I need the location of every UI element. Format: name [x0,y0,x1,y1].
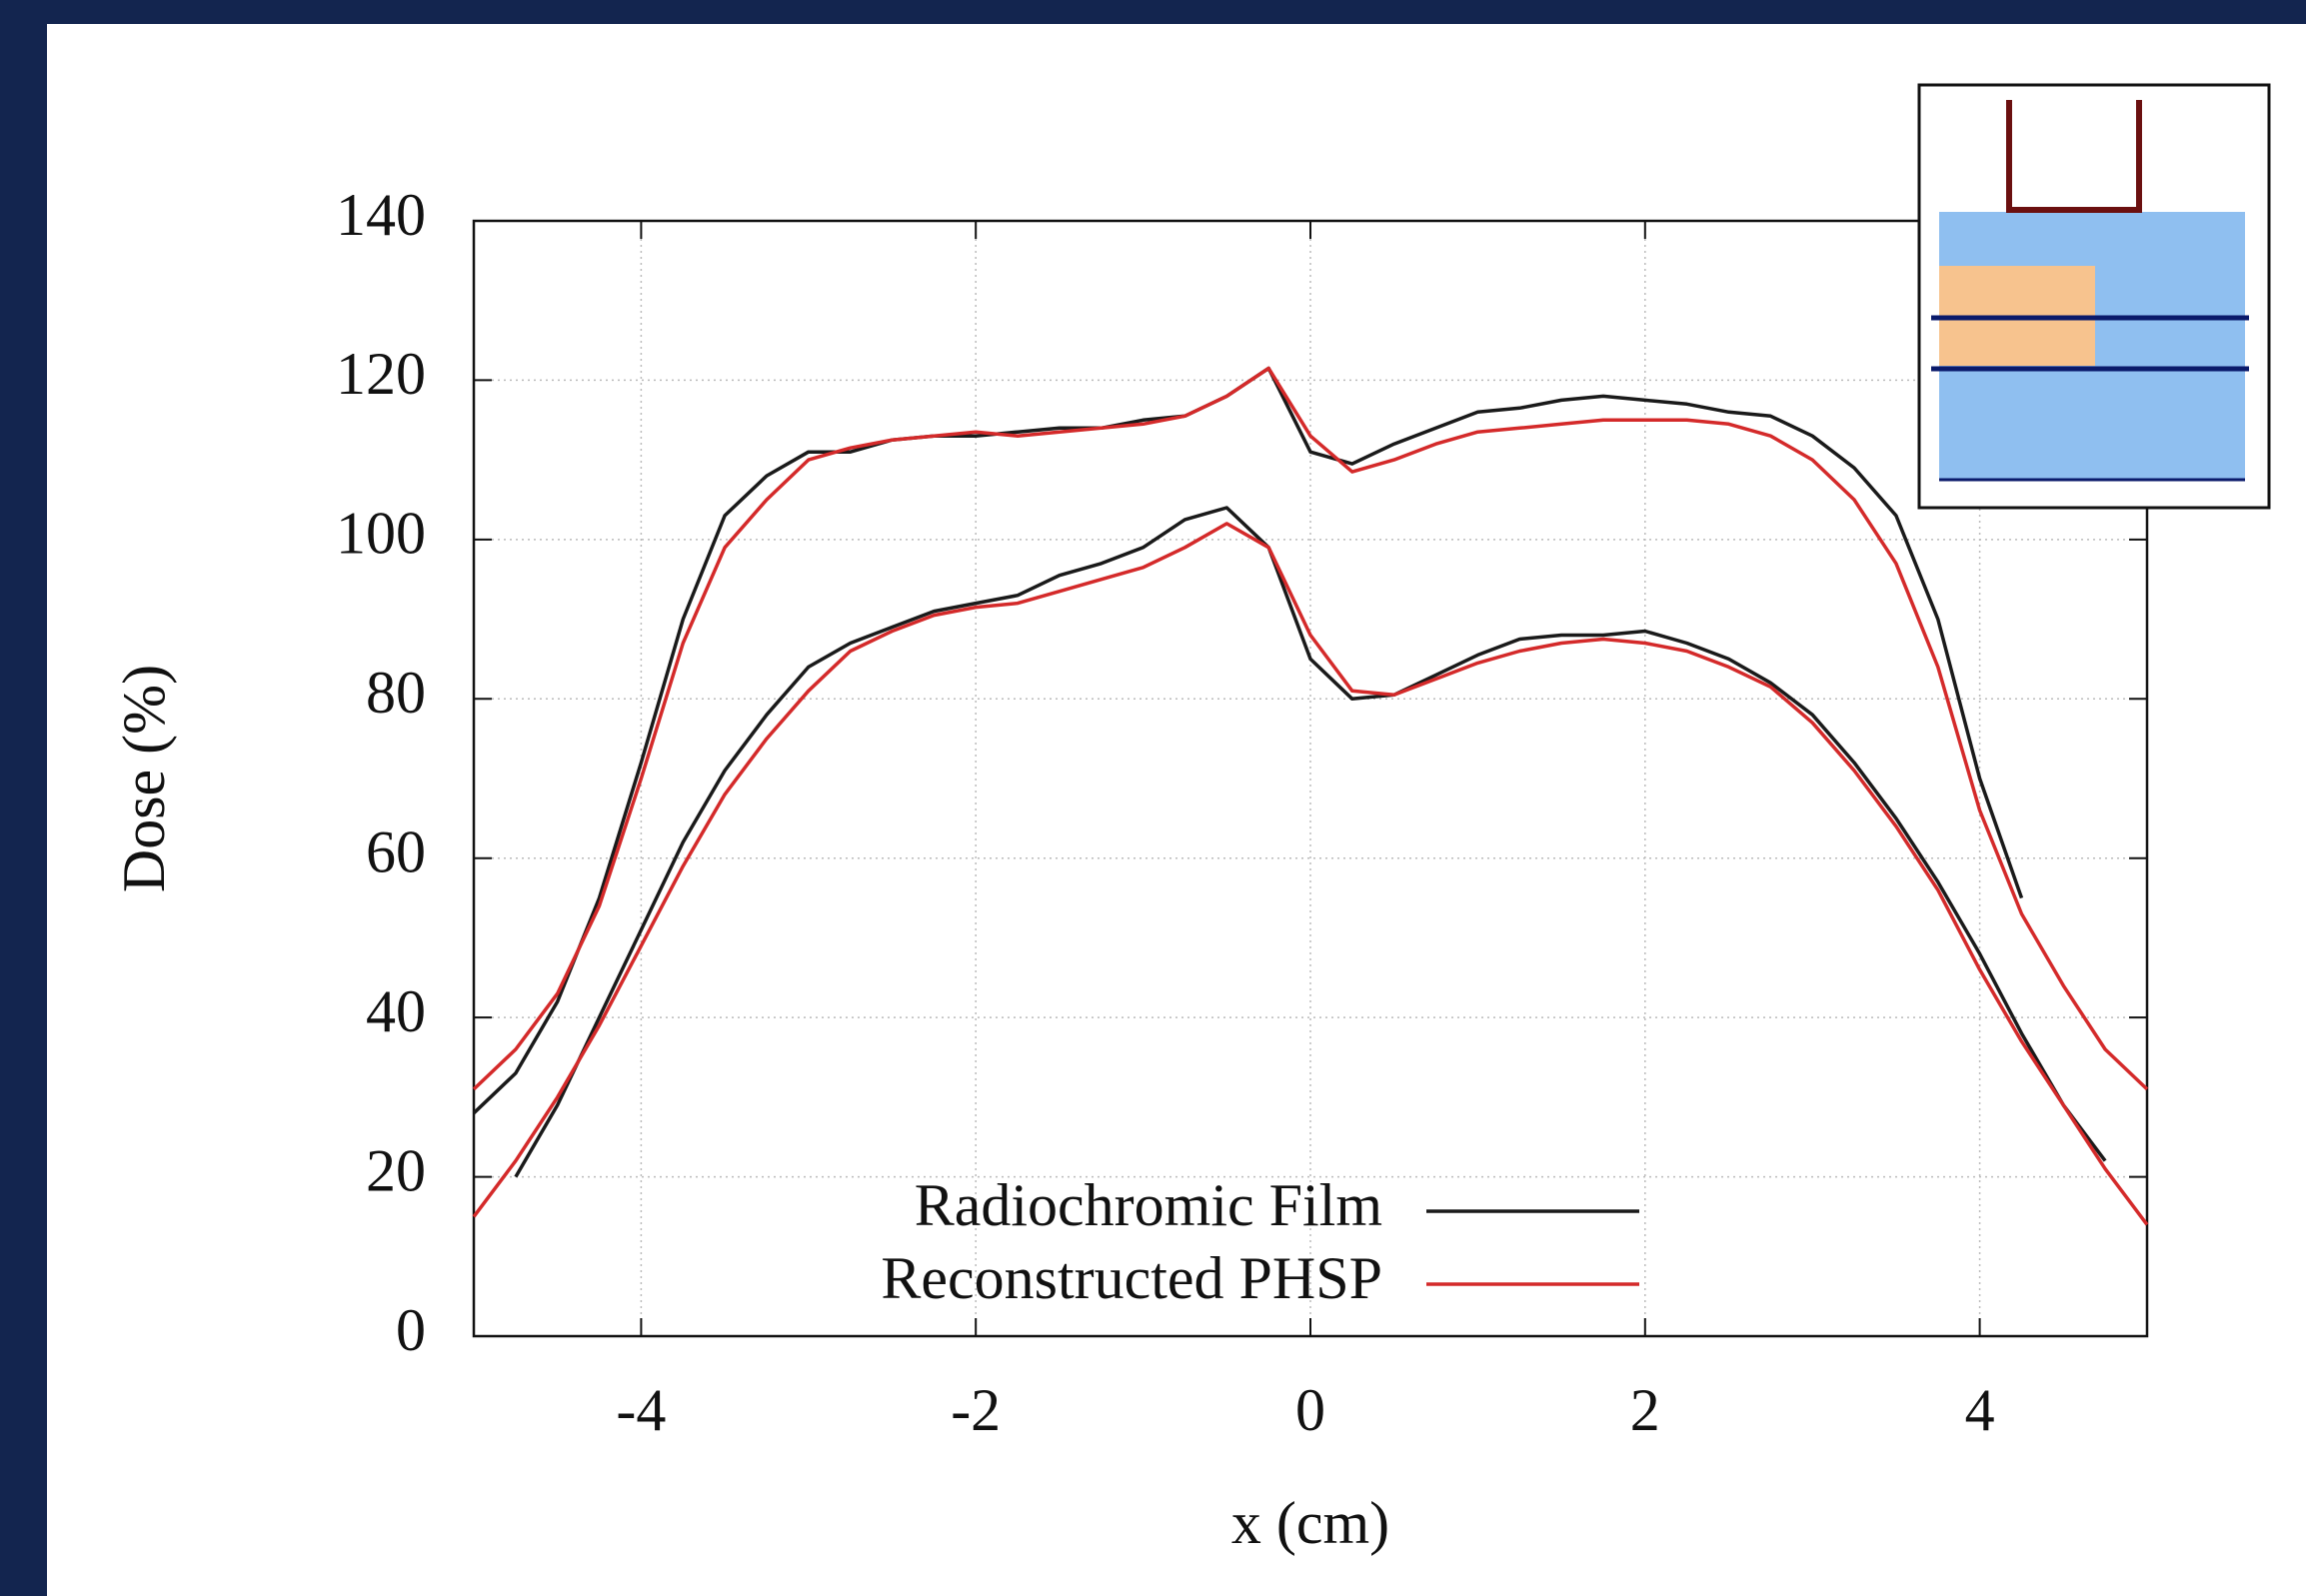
y-tick-label: 80 [366,660,426,726]
y-tick-label: 140 [336,182,426,248]
legend-label: Reconstructed PHSP [881,1245,1382,1311]
x-tick-label: -2 [951,1377,1001,1443]
y-tick-label: 0 [396,1297,426,1363]
x-tick-label: 0 [1295,1377,1325,1443]
x-tick-label: 4 [1965,1377,1995,1443]
y-tick-label: 60 [366,818,426,884]
data-line [514,506,2107,1178]
inset-diagram [1917,83,2271,510]
data-line [472,366,2149,1091]
x-tick-label: -4 [616,1377,666,1443]
x-axis-label: x (cm) [1231,1490,1389,1556]
y-tick-label: 20 [366,1137,426,1203]
y-tick-label: 120 [336,341,426,407]
plot-frame [472,219,2149,1338]
legend-label: Radiochromic Film [915,1172,1382,1238]
x-tick-label: 2 [1630,1377,1660,1443]
y-axis-label: Dose (%) [111,665,177,892]
y-tick-label: 40 [366,978,426,1044]
data-line [472,522,2149,1226]
y-tick-label: 100 [336,501,426,567]
